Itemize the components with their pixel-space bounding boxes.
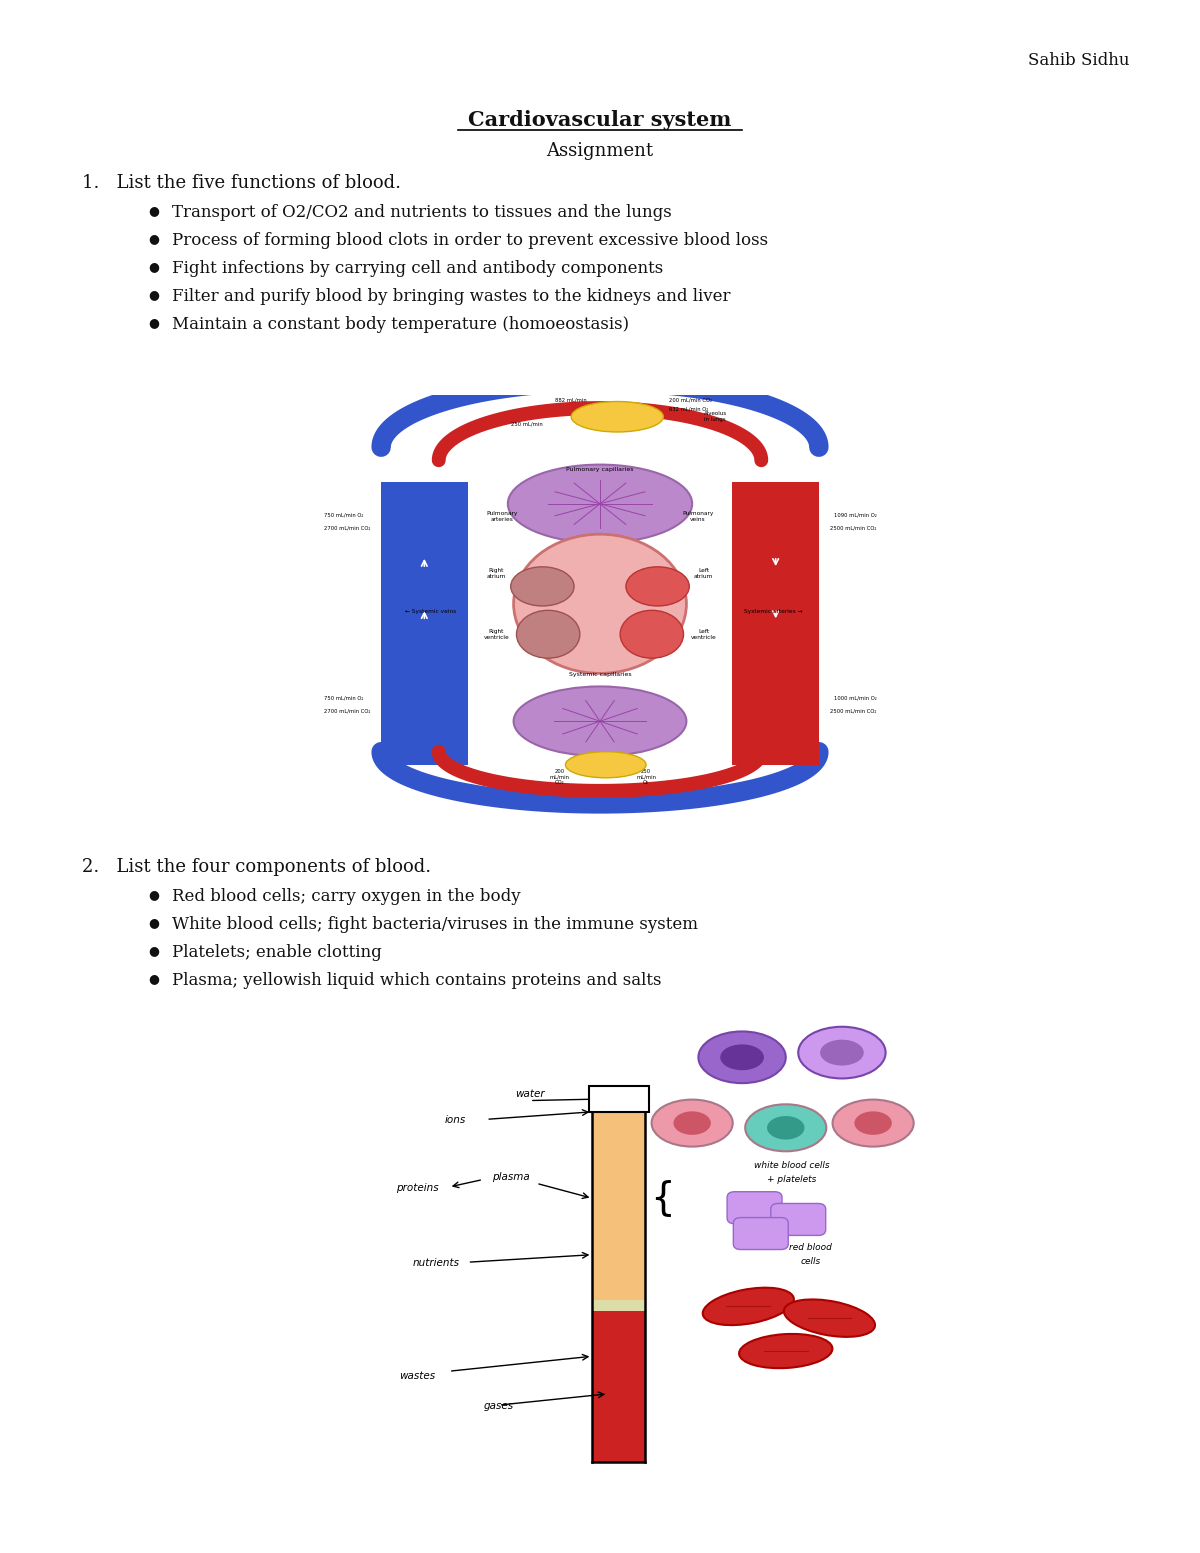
Text: 1090 mL/min O₂: 1090 mL/min O₂ [834,512,876,517]
Text: gases: gases [484,1401,514,1410]
Text: wastes: wastes [400,1371,436,1381]
Bar [593,1086,646,1303]
Ellipse shape [620,610,684,658]
Text: Right
ventricle: Right ventricle [484,629,509,640]
Ellipse shape [784,1300,875,1337]
Bar [588,1086,649,1112]
Text: 882 mL/min: 882 mL/min [556,398,587,402]
Ellipse shape [703,1287,794,1325]
Text: Fight infections by carrying cell and antibody components: Fight infections by carrying cell and an… [172,259,664,276]
Text: White blood cells; fight bacteria/viruses in the immune system: White blood cells; fight bacteria/viruse… [172,916,698,933]
Ellipse shape [511,567,574,606]
Text: ●: ● [148,944,158,957]
Text: cells: cells [800,1256,821,1266]
Ellipse shape [514,686,686,756]
Text: 1000 mL/min O₂: 1000 mL/min O₂ [834,696,876,700]
Bar [382,481,468,764]
Text: + platelets: + platelets [767,1176,817,1183]
Text: Platelets; enable clotting: Platelets; enable clotting [172,944,382,961]
Text: Pulmonary capillaries: Pulmonary capillaries [566,467,634,472]
Text: 1.   List the five functions of blood.: 1. List the five functions of blood. [82,174,401,193]
Text: nutrients: nutrients [413,1258,460,1267]
Ellipse shape [571,402,664,432]
Text: 2700 mL/min CO₂: 2700 mL/min CO₂ [324,526,370,531]
Text: white blood cells: white blood cells [754,1160,830,1169]
Ellipse shape [673,1112,710,1135]
Text: ← Systemic veins: ← Systemic veins [404,609,456,613]
Ellipse shape [626,567,689,606]
Ellipse shape [739,1334,833,1368]
Text: {: { [650,1179,676,1218]
Text: ●: ● [148,203,158,217]
Text: Process of forming blood clots in order to prevent excessive blood loss: Process of forming blood clots in order … [172,231,768,248]
Text: ●: ● [148,315,158,329]
Text: Transport of O2/CO2 and nutrients to tissues and the lungs: Transport of O2/CO2 and nutrients to tis… [172,203,672,221]
FancyBboxPatch shape [727,1191,782,1224]
Text: 2500 mL/min CO₂: 2500 mL/min CO₂ [830,708,876,713]
Text: water: water [515,1089,545,1100]
Text: 2.   List the four components of blood.: 2. List the four components of blood. [82,857,431,876]
Text: ●: ● [148,888,158,901]
Text: ●: ● [148,972,158,985]
Text: 632 mL/min O₂: 632 mL/min O₂ [670,407,708,412]
Text: ions: ions [444,1115,466,1124]
Ellipse shape [565,752,646,778]
Ellipse shape [854,1112,892,1135]
Ellipse shape [514,534,686,674]
Text: Assignment: Assignment [546,141,654,160]
Ellipse shape [652,1100,733,1146]
Ellipse shape [720,1044,764,1070]
Bar [732,481,818,764]
Text: plasma: plasma [492,1171,530,1182]
Text: 200 mL/min CO₂: 200 mL/min CO₂ [670,398,712,402]
Text: red blood: red blood [790,1242,832,1252]
Text: ●: ● [148,916,158,929]
Text: Plasma; yellowish liquid which contains proteins and salts: Plasma; yellowish liquid which contains … [172,972,661,989]
Text: Maintain a constant body temperature (homoeostasis): Maintain a constant body temperature (ho… [172,315,629,332]
Text: Pulmonary
arteries: Pulmonary arteries [486,511,517,522]
Text: Alveolus
in lungs: Alveolus in lungs [703,412,727,422]
Ellipse shape [698,1031,786,1082]
Ellipse shape [516,610,580,658]
Text: 2700 mL/min CO₂: 2700 mL/min CO₂ [324,708,370,713]
Text: Right
atrium: Right atrium [487,568,506,579]
Text: 250 mL/min: 250 mL/min [511,421,542,427]
FancyBboxPatch shape [770,1204,826,1236]
Text: Systemic arteries →: Systemic arteries → [744,609,803,613]
Text: Left
atrium: Left atrium [694,568,713,579]
Text: 250
mL/min
O₂: 250 mL/min O₂ [636,769,656,786]
Text: Cardiovascular system: Cardiovascular system [468,110,732,130]
FancyBboxPatch shape [733,1218,788,1250]
Text: 750 mL/min O₂: 750 mL/min O₂ [324,512,362,517]
Text: Systemic capillaries: Systemic capillaries [569,671,631,677]
Text: ●: ● [148,231,158,245]
Bar [593,1300,646,1311]
Text: 200
mL/min
CO₂: 200 mL/min CO₂ [550,769,570,786]
Text: ●: ● [148,259,158,273]
Text: Filter and purify blood by bringing wastes to the kidneys and liver: Filter and purify blood by bringing wast… [172,287,731,304]
Ellipse shape [508,464,692,544]
Text: 2500 mL/min CO₂: 2500 mL/min CO₂ [830,526,876,531]
Ellipse shape [798,1027,886,1078]
Text: Left
ventricle: Left ventricle [691,629,716,640]
Text: 750 mL/min O₂: 750 mL/min O₂ [324,696,362,700]
Text: Red blood cells; carry oxygen in the body: Red blood cells; carry oxygen in the bod… [172,888,521,905]
Text: Pulmonary
veins: Pulmonary veins [683,511,714,522]
Ellipse shape [833,1100,913,1146]
Ellipse shape [767,1117,804,1140]
Bar [593,1303,646,1461]
Ellipse shape [820,1039,864,1065]
Text: Sahib Sidhu: Sahib Sidhu [1028,51,1130,68]
Text: proteins: proteins [396,1183,439,1193]
Ellipse shape [745,1104,827,1151]
Text: ●: ● [148,287,158,301]
